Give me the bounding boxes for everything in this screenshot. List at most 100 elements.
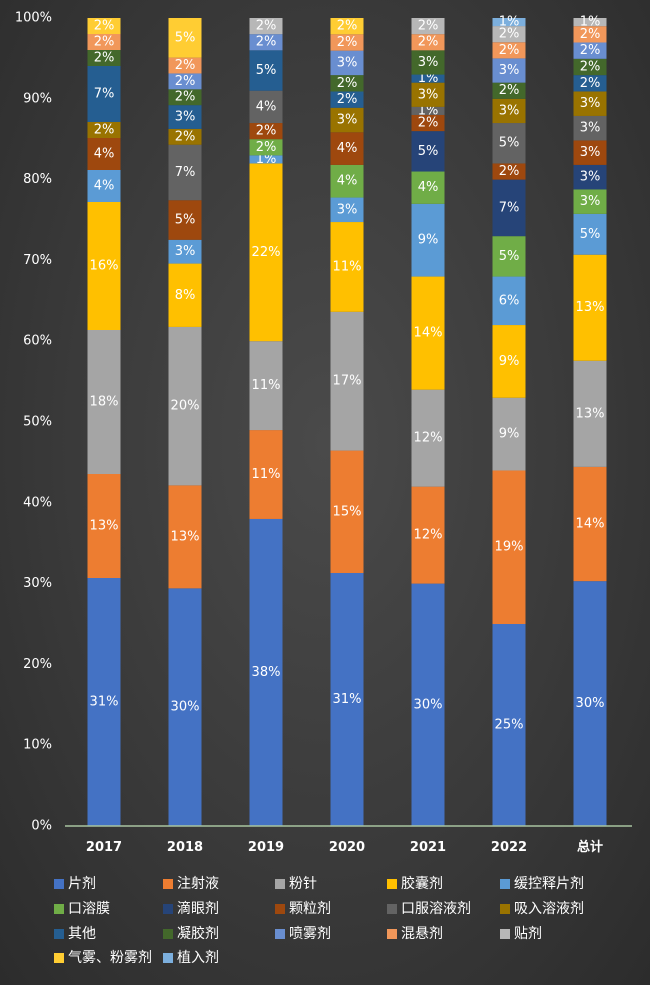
- y-tick-label: 50%: [23, 415, 52, 430]
- bar-segment: [168, 588, 202, 826]
- data-label: 2%: [337, 19, 358, 34]
- legend-item: 粉针: [275, 876, 317, 892]
- x-tick-label: 2019: [248, 840, 284, 855]
- bar-segment: [573, 140, 607, 165]
- y-tick-label: 90%: [23, 91, 52, 106]
- legend-label: 片剂: [68, 876, 96, 892]
- bar-segment: [492, 624, 526, 826]
- data-label: 9%: [499, 427, 520, 442]
- bar-stack: 30%13%20%8%3%5%7%2%3%2%2%2%5%: [168, 18, 202, 826]
- legend-item: 片剂: [54, 876, 96, 892]
- data-label: 2%: [418, 19, 439, 34]
- legend-item: 滴眼剂: [163, 900, 219, 917]
- bar-segment: [330, 197, 364, 223]
- bar-segment: [330, 164, 364, 198]
- data-label: 2%: [418, 35, 439, 50]
- bar-segment: [168, 485, 202, 589]
- data-label: 3%: [175, 244, 196, 259]
- data-label: 2%: [580, 59, 601, 74]
- legend-swatch: [163, 879, 173, 889]
- data-label: 3%: [580, 96, 601, 111]
- data-label: 22%: [252, 245, 281, 260]
- legend-swatch: [54, 904, 64, 914]
- data-label: 4%: [94, 179, 115, 194]
- bar-segment: [249, 155, 283, 164]
- data-label: 14%: [576, 517, 605, 532]
- bar-segment: [492, 58, 526, 83]
- x-tick-label: 2017: [86, 840, 122, 855]
- bar-segment: [249, 18, 283, 35]
- bar-segment: [249, 123, 283, 140]
- data-label: 17%: [333, 374, 362, 389]
- bar-segment: [330, 91, 364, 108]
- data-label: 5%: [418, 144, 439, 159]
- data-label: 4%: [94, 147, 115, 162]
- bar-segment: [249, 518, 283, 826]
- bar-segment: [573, 213, 607, 255]
- data-label: 7%: [175, 165, 196, 180]
- data-label: 13%: [171, 529, 200, 544]
- legend-swatch: [387, 929, 397, 939]
- bar-segment: [168, 57, 202, 74]
- x-tick-label: 2018: [167, 840, 203, 855]
- data-label: 2%: [580, 43, 601, 58]
- legend-label: 喷雾剂: [289, 926, 331, 942]
- bar-segment: [573, 189, 607, 214]
- data-label: 2%: [580, 76, 601, 91]
- bar-segment: [573, 91, 607, 116]
- bar-segment: [411, 18, 445, 35]
- data-label: 11%: [252, 378, 281, 393]
- data-label: 3%: [499, 103, 520, 118]
- legend-item: 混悬剂: [387, 926, 443, 942]
- data-label: 3%: [499, 63, 520, 78]
- y-tick-label: 100%: [15, 11, 52, 26]
- bar-segment: [87, 34, 121, 50]
- bar-segment: [492, 123, 526, 164]
- data-label: 5%: [175, 213, 196, 228]
- data-label: 2%: [94, 51, 115, 66]
- bar-segment: [492, 179, 526, 237]
- bar-segment: [411, 171, 445, 204]
- bar-segment: [573, 115, 607, 141]
- legend-swatch: [500, 879, 510, 889]
- data-label: 3%: [337, 55, 358, 70]
- y-tick-label: 30%: [23, 576, 52, 591]
- data-label: 5%: [256, 63, 277, 78]
- bar-segment: [411, 486, 445, 584]
- legend-label: 粉针: [289, 876, 317, 892]
- legend-label: 贴剂: [514, 926, 542, 942]
- bar-segment: [330, 50, 364, 76]
- data-label: 14%: [414, 326, 443, 341]
- legend-swatch: [54, 953, 64, 963]
- y-tick-label: 20%: [23, 657, 52, 672]
- bar-segment: [492, 397, 526, 471]
- legend-swatch: [54, 929, 64, 939]
- data-label: 18%: [90, 395, 119, 410]
- legend-item: 其他: [54, 926, 96, 942]
- data-label: 2%: [94, 123, 115, 138]
- data-label: 2%: [175, 129, 196, 144]
- bar-segment: [249, 163, 283, 342]
- bar-segment: [330, 107, 364, 133]
- data-label: 3%: [580, 145, 601, 160]
- data-label: 4%: [256, 99, 277, 114]
- bar-segment: [411, 276, 445, 390]
- bar-segment: [87, 138, 121, 170]
- legend-swatch: [387, 904, 397, 914]
- bar-segment: [87, 170, 121, 202]
- bar-segment: [168, 73, 202, 90]
- bar-segment: [330, 18, 364, 35]
- data-label: 2%: [94, 35, 115, 50]
- plot-area: 31%13%18%16%4%4%2%7%2%2%2%30%13%20%8%3%5…: [87, 15, 607, 826]
- data-label: 2%: [337, 76, 358, 91]
- bar-segment: [330, 311, 364, 451]
- data-label: 12%: [414, 431, 443, 446]
- data-label: 6%: [499, 293, 520, 308]
- legend-item: 口服溶液剂: [387, 901, 471, 917]
- bar-segment: [573, 581, 607, 826]
- legend-label: 缓控释片剂: [514, 876, 584, 892]
- bar-segment: [168, 89, 202, 106]
- legend-item: 颗粒剂: [275, 901, 331, 917]
- bar-segment: [573, 466, 607, 582]
- bar-stack: 31%15%17%11%3%4%4%3%2%2%3%2%2%: [330, 18, 364, 826]
